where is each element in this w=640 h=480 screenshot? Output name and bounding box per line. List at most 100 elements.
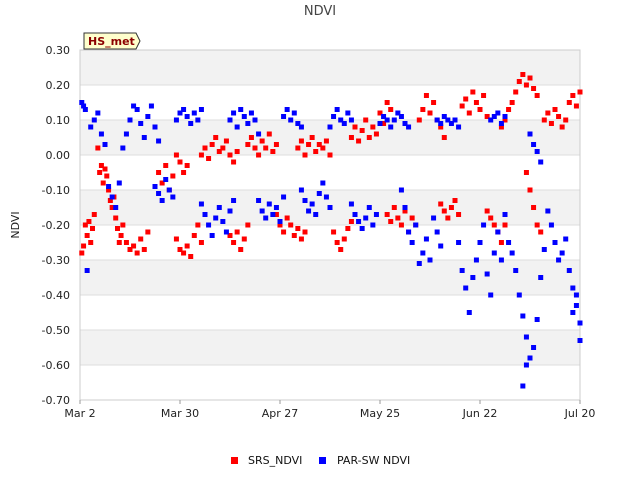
par-sw-ndvi-point (152, 184, 158, 189)
y-tick-label: 0.10 (46, 114, 71, 127)
srs-ndvi-point (277, 222, 283, 228)
srs-ndvi-point (334, 240, 340, 245)
srs-ndvi-point (245, 222, 251, 228)
par-sw-ndvi-point (327, 205, 333, 210)
srs-ndvi-point (295, 145, 301, 151)
srs-ndvi-point (366, 135, 372, 140)
srs-ndvi-point (86, 219, 92, 224)
srs-ndvi-point (531, 86, 537, 91)
par-sw-ndvi-point (298, 124, 304, 130)
srs-ndvi-point (170, 173, 176, 179)
par-sw-ndvi-point (306, 208, 312, 214)
srs-ndvi-point (163, 163, 169, 168)
y-tick-label: 0.30 (46, 44, 71, 57)
par-sw-ndvi-point (198, 107, 204, 112)
par-sw-ndvi-point (463, 285, 469, 291)
srs-ndvi-point (202, 145, 208, 151)
srs-ndvi-point (97, 170, 103, 175)
srs-ndvi-point (241, 236, 247, 242)
srs-ndvi-point (327, 152, 333, 158)
par-sw-ndvi-point (256, 198, 262, 203)
par-sw-ndvi-point (377, 121, 383, 126)
par-sw-ndvi-point (577, 320, 583, 326)
par-sw-ndvi-point (156, 138, 162, 144)
par-sw-ndvi-point (395, 110, 401, 116)
srs-ndvi-point (341, 236, 347, 242)
srs-ndvi-point (531, 205, 537, 210)
srs-ndvi-point (388, 219, 394, 224)
par-sw-ndvi-point (484, 271, 490, 277)
srs-ndvi-point (141, 247, 147, 252)
par-sw-ndvi-point (513, 268, 519, 273)
par-sw-ndvi-point (523, 334, 529, 340)
par-sw-ndvi-point (488, 292, 494, 298)
par-sw-ndvi-point (495, 110, 501, 116)
par-sw-ndvi-point (488, 117, 494, 123)
srs-ndvi-point (184, 243, 190, 249)
chart-title: NDVI (304, 4, 336, 19)
srs-ndvi-point (348, 219, 354, 224)
srs-ndvi-point (363, 117, 369, 123)
srs-ndvi-point (248, 135, 254, 140)
srs-ndvi-point (216, 149, 222, 154)
srs-ndvi-point (98, 163, 104, 168)
par-sw-ndvi-point (445, 117, 451, 123)
srs-ndvi-point (127, 247, 133, 252)
par-sw-ndvi-point (573, 303, 579, 308)
par-sw-ndvi-point (448, 121, 454, 126)
srs-ndvi-point (523, 170, 529, 175)
par-sw-ndvi-point (198, 201, 204, 207)
srs-ndvi-point (381, 121, 387, 126)
srs-ndvi-point (513, 89, 519, 95)
par-sw-ndvi-point (166, 187, 172, 193)
par-sw-ndvi-point (516, 292, 522, 298)
plot-band (80, 225, 580, 260)
srs-ndvi-point (498, 240, 504, 245)
srs-ndvi-point (113, 215, 119, 221)
srs-ndvi-point (118, 233, 124, 238)
par-sw-ndvi-point (238, 107, 244, 112)
par-sw-ndvi-point (241, 114, 247, 119)
srs-ndvi-point (234, 149, 240, 154)
srs-ndvi-point (384, 212, 390, 217)
par-sw-ndvi-point (288, 117, 294, 123)
srs-ndvi-point (463, 96, 469, 102)
srs-ndvi-point (273, 212, 279, 217)
srs-ndvi-point (502, 222, 508, 228)
par-sw-ndvi-point (466, 310, 472, 315)
par-sw-ndvi-point (491, 250, 497, 256)
par-sw-ndvi-point (570, 310, 576, 315)
x-tick-label: May 25 (360, 407, 400, 420)
srs-ndvi-point (484, 208, 490, 214)
srs-ndvi-point (306, 142, 312, 147)
srs-ndvi-point (298, 138, 304, 144)
par-sw-ndvi-point (195, 117, 201, 123)
srs-ndvi-point (573, 103, 579, 109)
srs-ndvi-point (377, 110, 383, 116)
par-sw-ndvi-point (348, 201, 354, 207)
srs-ndvi-point (448, 205, 454, 210)
srs-ndvi-point (516, 79, 522, 84)
par-sw-ndvi-point (316, 191, 322, 196)
srs-ndvi-point (527, 187, 533, 193)
par-sw-ndvi-point (216, 205, 222, 210)
par-sw-ndvi-point (302, 198, 308, 203)
srs-ndvi-point (184, 163, 190, 168)
legend-label-par: PAR-SW NDVI (337, 454, 410, 467)
srs-ndvi-point (231, 240, 237, 245)
srs-ndvi-point (427, 110, 433, 116)
par-sw-ndvi-point (506, 240, 512, 245)
par-sw-ndvi-point (427, 257, 433, 263)
srs-ndvi-point (445, 215, 451, 221)
srs-ndvi-point (438, 124, 444, 130)
y-tick-label: -0.40 (42, 289, 70, 302)
srs-ndvi-point (338, 247, 344, 252)
srs-ndvi-point (79, 250, 85, 256)
srs-ndvi-point (545, 110, 551, 116)
srs-ndvi-point (181, 250, 187, 256)
y-axis-ticks: 0.30 0.20 0.10 0.00 -0.10 -0.20 -0.30 -0.40 -0.5… (42, 44, 70, 407)
srs-ndvi-point (198, 152, 204, 158)
par-sw-ndvi-point (173, 117, 179, 123)
srs-ndvi-point (352, 124, 358, 130)
